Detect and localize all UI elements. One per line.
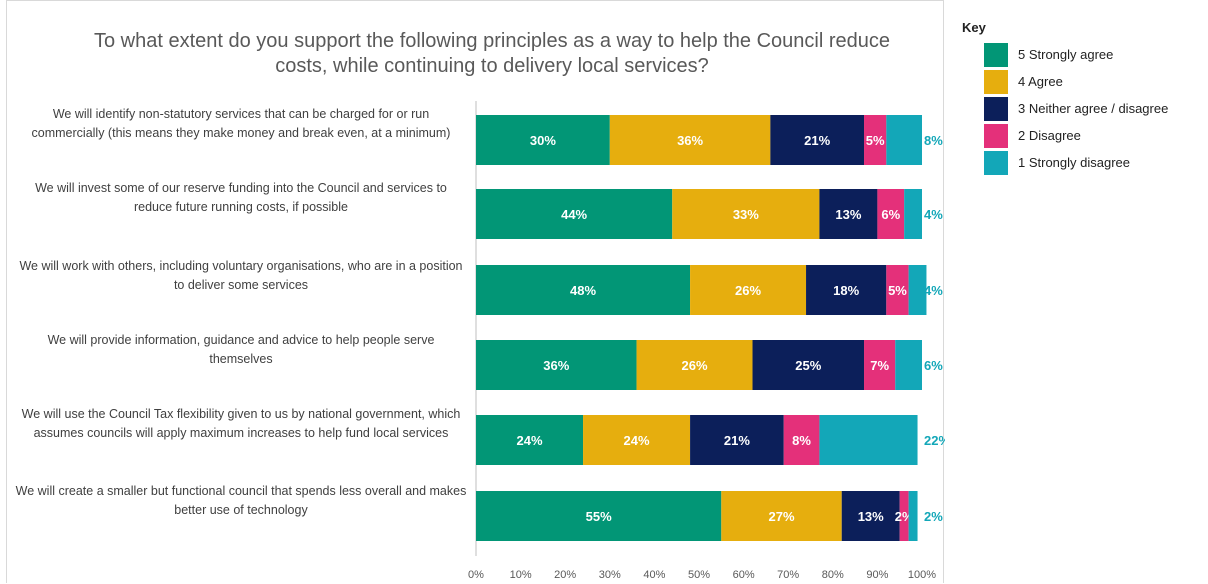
data-label: 5% bbox=[888, 283, 907, 298]
bar-segment bbox=[721, 491, 842, 541]
legend-label: 3 Neither agree / disagree bbox=[1018, 101, 1169, 116]
legend-item: 5 Strongly agree bbox=[962, 41, 1168, 68]
bar-segment bbox=[476, 265, 691, 315]
bar-segment bbox=[908, 265, 927, 315]
data-label: 13% bbox=[858, 509, 884, 524]
x-tick-label: 40% bbox=[643, 569, 665, 581]
bar-segment bbox=[895, 340, 922, 390]
bar-segment bbox=[752, 340, 865, 390]
x-tick-label: 60% bbox=[733, 569, 755, 581]
bar-segment bbox=[864, 340, 896, 390]
category-label: We will provide information, guidance an… bbox=[47, 333, 435, 366]
category-label: We will create a smaller but functional … bbox=[15, 484, 467, 517]
x-tick-label: 0% bbox=[468, 569, 484, 581]
data-label: 13% bbox=[835, 207, 861, 222]
legend-items: 5 Strongly agree 4 Agree 3 Neither agree /… bbox=[962, 41, 1168, 176]
bar-segment bbox=[819, 415, 918, 465]
chart-frame: To what extent do you support the follow… bbox=[6, 0, 945, 583]
data-label: 7% bbox=[870, 358, 889, 373]
bar-segment bbox=[476, 491, 722, 541]
bar-segment bbox=[886, 115, 922, 165]
data-label: 8% bbox=[792, 433, 811, 448]
bar-segment bbox=[690, 265, 807, 315]
bar-segment bbox=[819, 189, 878, 239]
category-label: We will use the Council Tax flexibility … bbox=[21, 407, 461, 440]
data-label: 21% bbox=[724, 433, 750, 448]
data-label: 36% bbox=[677, 133, 703, 148]
bar-segment bbox=[672, 189, 820, 239]
bar-segment bbox=[476, 189, 673, 239]
x-tick-label: 70% bbox=[777, 569, 799, 581]
bar-segment bbox=[886, 265, 909, 315]
legend-item: 4 Agree bbox=[962, 68, 1168, 95]
bar-segment bbox=[904, 189, 922, 239]
data-label: 2% bbox=[924, 509, 943, 524]
bar-segment bbox=[899, 491, 909, 541]
bar-segment bbox=[583, 415, 691, 465]
category-label: We will invest some of our reserve fundi… bbox=[35, 181, 447, 214]
legend-item: 2 Disagree bbox=[962, 122, 1168, 149]
legend-label: 1 Strongly disagree bbox=[1018, 155, 1131, 170]
data-label: 4% bbox=[924, 283, 943, 298]
data-label: 6% bbox=[924, 358, 943, 373]
x-tick-label: 20% bbox=[554, 569, 576, 581]
x-tick-label: 50% bbox=[688, 569, 710, 581]
legend-swatch bbox=[984, 69, 1008, 94]
bar-segment bbox=[690, 415, 784, 465]
data-label: 21% bbox=[804, 133, 830, 148]
x-tick-label: 10% bbox=[510, 569, 532, 581]
data-label: 18% bbox=[833, 283, 859, 298]
data-label: 48% bbox=[570, 283, 596, 298]
data-label: 5% bbox=[866, 133, 885, 148]
bar-segment bbox=[877, 189, 905, 239]
data-label: 4% bbox=[924, 207, 943, 222]
bar-segment bbox=[864, 115, 887, 165]
legend: Key 5 Strongly agree 4 Agree 3 Neither agr… bbox=[962, 20, 1168, 176]
bar-segment bbox=[609, 115, 771, 165]
legend-label: 5 Strongly agree bbox=[1018, 47, 1114, 62]
legend-swatch bbox=[984, 123, 1008, 148]
legend-swatch bbox=[984, 42, 1008, 67]
legend-swatch bbox=[984, 150, 1008, 175]
data-label: 27% bbox=[768, 509, 794, 524]
bar-segment bbox=[770, 115, 865, 165]
bar-segment bbox=[476, 115, 610, 165]
plot-area: 30% 36% 21% 5% 8% 44% 33% 13% 6% 4% 48% 26% 18% 5% 4% 3… bbox=[468, 101, 945, 581]
legend-label: 2 Disagree bbox=[1018, 128, 1081, 143]
x-tick-label: 30% bbox=[599, 569, 621, 581]
data-label: 22% bbox=[924, 433, 945, 448]
x-tick-label: 100% bbox=[908, 569, 936, 581]
data-label: 6% bbox=[881, 207, 900, 222]
data-label: 55% bbox=[586, 509, 612, 524]
data-label: 25% bbox=[795, 358, 821, 373]
bar-segment bbox=[636, 340, 753, 390]
bar-segment bbox=[908, 491, 918, 541]
category-label: We will work with others, including volu… bbox=[19, 259, 463, 292]
data-label: 33% bbox=[733, 207, 759, 222]
data-label: 44% bbox=[561, 207, 587, 222]
data-label: 8% bbox=[924, 133, 943, 148]
bar-segment bbox=[783, 415, 820, 465]
bar-segment bbox=[476, 415, 584, 465]
x-tick-label: 90% bbox=[866, 569, 888, 581]
bar-segment bbox=[476, 340, 637, 390]
category-label: We will identify non-statutory services … bbox=[31, 107, 451, 140]
data-label: 26% bbox=[682, 358, 708, 373]
data-label: 36% bbox=[543, 358, 569, 373]
legend-item: 3 Neither agree / disagree bbox=[962, 95, 1168, 122]
data-label: 26% bbox=[735, 283, 761, 298]
legend-item: 1 Strongly disagree bbox=[962, 149, 1168, 176]
x-tick-label: 80% bbox=[822, 569, 844, 581]
data-label: 24% bbox=[517, 433, 543, 448]
bar-segment bbox=[841, 491, 900, 541]
legend-title: Key bbox=[962, 20, 986, 35]
chart-title: To what extent do you support the follow… bbox=[93, 30, 891, 77]
data-label: 24% bbox=[624, 433, 650, 448]
bar-segment bbox=[806, 265, 887, 315]
data-label: 30% bbox=[530, 133, 556, 148]
legend-swatch bbox=[984, 96, 1008, 121]
legend-label: 4 Agree bbox=[1018, 74, 1063, 89]
